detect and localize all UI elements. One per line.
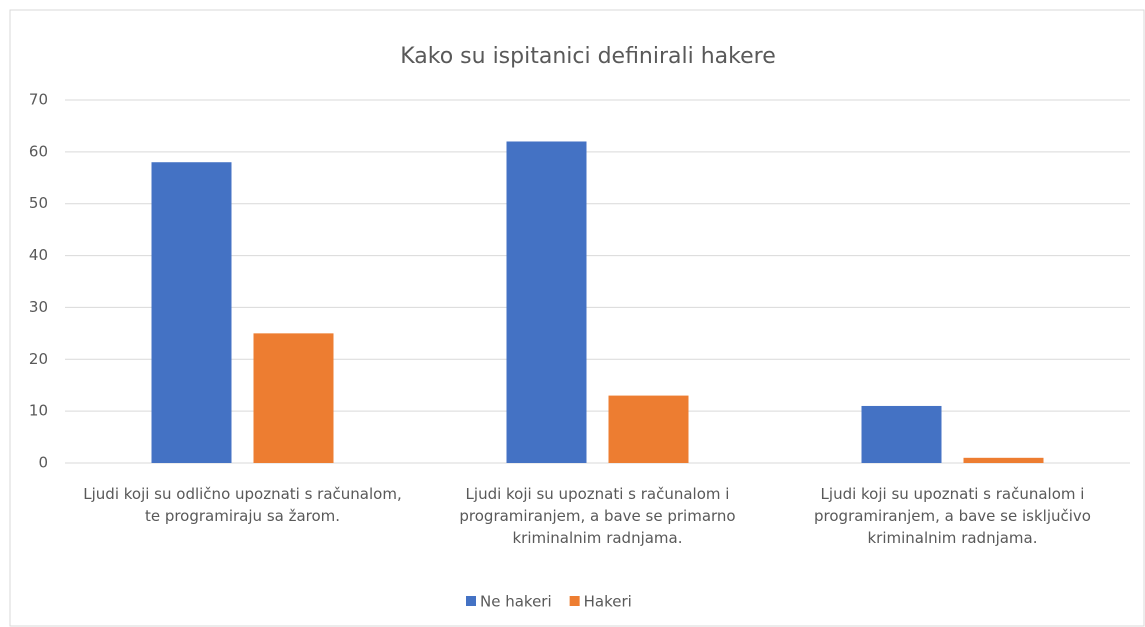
y-tick-label: 30 xyxy=(29,298,48,316)
y-tick-label: 10 xyxy=(29,402,48,420)
y-tick-label: 70 xyxy=(29,91,48,109)
x-tick-label: Ljudi koji su odlično upoznati s računal… xyxy=(83,485,402,525)
chart-title: Kako su ispitanici definirali hakere xyxy=(400,44,776,69)
bar xyxy=(151,162,232,463)
bar xyxy=(963,457,1044,463)
y-tick-label: 60 xyxy=(29,142,48,160)
legend-swatch xyxy=(466,596,476,606)
x-tick-label: Ljudi koji su upoznati s računalom i pro… xyxy=(814,485,1091,547)
y-tick-label: 50 xyxy=(29,194,48,212)
y-tick-label: 20 xyxy=(29,350,48,368)
legend-label: Hakeri xyxy=(584,593,632,611)
bar xyxy=(253,333,334,463)
bar xyxy=(506,141,587,463)
x-tick-label: Ljudi koji su upoznati s računalom i pro… xyxy=(459,485,736,547)
y-tick-label: 0 xyxy=(38,454,48,472)
bar xyxy=(608,395,689,463)
legend-label: Ne hakeri xyxy=(480,593,552,611)
y-tick-label: 40 xyxy=(29,246,48,264)
bar xyxy=(861,405,942,463)
legend-swatch xyxy=(569,596,580,606)
